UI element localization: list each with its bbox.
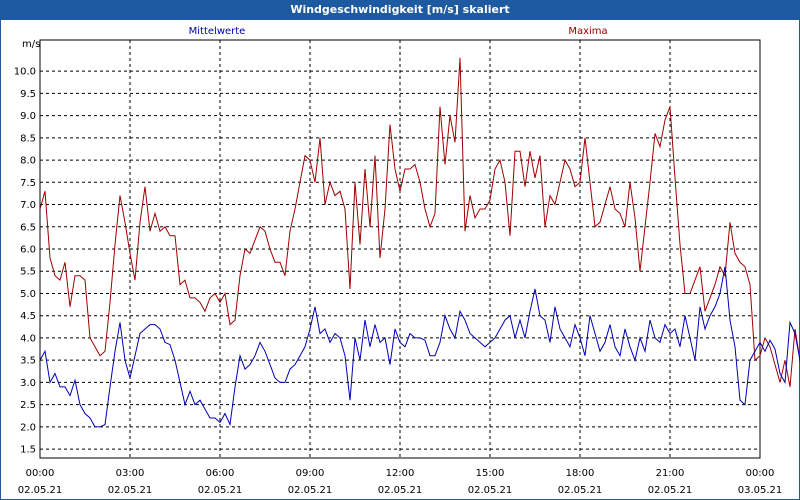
y-tick-label: 2.0 bbox=[20, 422, 36, 433]
x-axis-ticks: 00:00 02.05.21 03:00 02.05.21 06:00 02.05.21 0… bbox=[18, 468, 783, 496]
y-tick-label: 3.0 bbox=[20, 378, 36, 389]
y-tick-label: 4.0 bbox=[20, 333, 36, 344]
x-tick-date: 02.05.21 bbox=[468, 485, 513, 496]
x-tick-time: 21:00 bbox=[656, 468, 685, 479]
y-tick-label: 8.0 bbox=[20, 156, 36, 167]
grid bbox=[40, 40, 760, 458]
y-tick-label: 8.5 bbox=[20, 133, 36, 144]
y-tick-label: 7.5 bbox=[20, 178, 36, 189]
x-tick-date: 03.05.21 bbox=[738, 485, 783, 496]
x-tick-time: 12:00 bbox=[386, 468, 415, 479]
x-tick-time: 09:00 bbox=[296, 468, 325, 479]
y-tick-label: 6.5 bbox=[20, 222, 36, 233]
y-axis-ticks: 2.0 2.5 3.0 3.5 4.0 4.5 5.0 5.5 6.0 6.5 7.0 7.5 8.0 8… bbox=[14, 67, 36, 456]
legend-mittelwerte: Mittelwerte bbox=[189, 26, 246, 37]
legend-maxima: Maxima bbox=[568, 26, 607, 37]
x-tick-time: 18:00 bbox=[566, 468, 595, 479]
y-tick-label: 7.0 bbox=[20, 200, 36, 211]
x-tick-time: 15:00 bbox=[476, 468, 505, 479]
x-tick-date: 02.05.21 bbox=[288, 485, 333, 496]
y-tick-label: 2.5 bbox=[20, 400, 36, 411]
x-tick-time: 00:00 bbox=[746, 468, 775, 479]
x-tick-time: 03:00 bbox=[116, 468, 145, 479]
x-tick-time: 00:00 bbox=[26, 468, 55, 479]
window-title: Windgeschwindigkeit [m/s] skaliert bbox=[0, 0, 800, 20]
x-tick-date: 02.05.21 bbox=[648, 485, 693, 496]
x-tick-time: 06:00 bbox=[206, 468, 235, 479]
y-tick-label: 1.5 bbox=[20, 445, 36, 456]
y-tick-label: 4.5 bbox=[20, 311, 36, 322]
y-tick-label: 9.5 bbox=[20, 89, 36, 100]
series-maxima-line bbox=[39, 57, 800, 387]
y-tick-label: 5.5 bbox=[20, 267, 36, 278]
y-tick-label: 9.0 bbox=[20, 111, 36, 122]
y-tick-label: 5.0 bbox=[20, 289, 36, 300]
y-tick-label: 3.5 bbox=[20, 356, 36, 367]
x-tick-date: 02.05.21 bbox=[558, 485, 603, 496]
y-tick-label: 6.0 bbox=[20, 245, 36, 256]
x-tick-date: 02.05.21 bbox=[18, 485, 63, 496]
y-tick-label: 10.0 bbox=[14, 67, 36, 78]
y-axis-label: m/s bbox=[22, 39, 40, 50]
plot-frame bbox=[39, 39, 761, 459]
x-tick-date: 02.05.21 bbox=[108, 485, 153, 496]
x-tick-date: 02.05.21 bbox=[378, 485, 423, 496]
x-tick-date: 02.05.21 bbox=[198, 485, 243, 496]
series-mittelwerte-line bbox=[39, 266, 800, 428]
